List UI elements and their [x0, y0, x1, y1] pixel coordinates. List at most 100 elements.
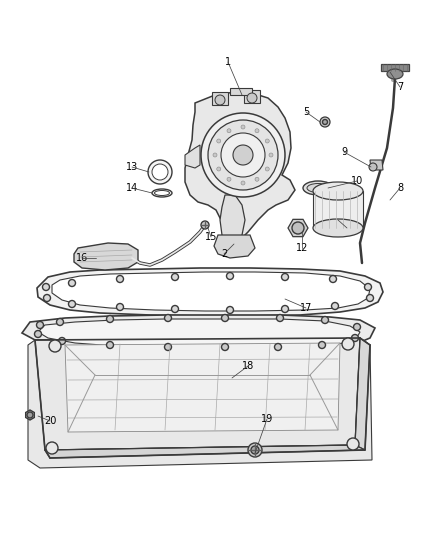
Circle shape	[208, 120, 278, 190]
Circle shape	[36, 321, 43, 328]
Circle shape	[172, 305, 179, 312]
Circle shape	[276, 314, 283, 321]
Circle shape	[68, 279, 75, 287]
Polygon shape	[355, 338, 370, 450]
Circle shape	[342, 338, 354, 350]
Circle shape	[59, 337, 66, 344]
Polygon shape	[65, 343, 340, 432]
Text: 7: 7	[397, 82, 403, 92]
Circle shape	[318, 342, 325, 349]
Circle shape	[213, 153, 217, 157]
Text: 12: 12	[296, 243, 308, 253]
Text: 15: 15	[205, 232, 217, 242]
Circle shape	[148, 160, 172, 184]
Circle shape	[364, 284, 371, 290]
Ellipse shape	[307, 183, 329, 192]
Circle shape	[172, 273, 179, 280]
Polygon shape	[26, 410, 34, 420]
Ellipse shape	[303, 181, 333, 195]
Polygon shape	[38, 319, 360, 347]
Circle shape	[226, 272, 233, 279]
Ellipse shape	[155, 190, 170, 196]
Polygon shape	[35, 338, 360, 450]
Circle shape	[201, 113, 285, 197]
Circle shape	[282, 273, 289, 280]
Polygon shape	[313, 191, 363, 228]
Circle shape	[217, 167, 221, 171]
Polygon shape	[185, 92, 295, 240]
Circle shape	[352, 335, 358, 342]
Circle shape	[282, 305, 289, 312]
Text: 17: 17	[300, 303, 312, 313]
Circle shape	[320, 117, 330, 127]
Polygon shape	[45, 445, 365, 458]
Circle shape	[57, 319, 64, 326]
Text: 13: 13	[126, 162, 138, 172]
Polygon shape	[22, 315, 375, 350]
Text: 11: 11	[341, 223, 353, 233]
Text: 10: 10	[351, 176, 363, 186]
Circle shape	[369, 163, 377, 171]
Polygon shape	[244, 90, 260, 103]
Polygon shape	[37, 268, 383, 316]
Circle shape	[233, 145, 253, 165]
Circle shape	[221, 133, 265, 177]
Circle shape	[275, 343, 282, 351]
Circle shape	[42, 284, 49, 290]
Circle shape	[292, 222, 304, 234]
Circle shape	[152, 164, 168, 180]
Circle shape	[165, 343, 172, 351]
Text: 1: 1	[225, 57, 231, 67]
Polygon shape	[185, 145, 200, 168]
Ellipse shape	[152, 189, 172, 197]
Circle shape	[27, 412, 33, 418]
Text: 5: 5	[303, 107, 309, 117]
Circle shape	[347, 438, 359, 450]
Polygon shape	[214, 235, 255, 258]
Polygon shape	[52, 272, 370, 311]
Circle shape	[227, 129, 231, 133]
Ellipse shape	[387, 69, 403, 79]
Circle shape	[165, 314, 172, 321]
Text: 9: 9	[341, 147, 347, 157]
Polygon shape	[381, 64, 409, 71]
Circle shape	[222, 314, 229, 321]
Text: 2: 2	[221, 249, 227, 259]
Circle shape	[49, 340, 61, 352]
Circle shape	[265, 167, 269, 171]
Circle shape	[106, 316, 113, 322]
Circle shape	[269, 153, 273, 157]
Polygon shape	[74, 243, 138, 270]
Circle shape	[247, 93, 257, 103]
Circle shape	[255, 129, 259, 133]
Circle shape	[68, 301, 75, 308]
Circle shape	[227, 177, 231, 181]
Circle shape	[329, 276, 336, 282]
Circle shape	[106, 342, 113, 349]
Circle shape	[321, 317, 328, 324]
Polygon shape	[230, 88, 252, 95]
Circle shape	[248, 443, 262, 457]
Circle shape	[215, 95, 225, 105]
Circle shape	[117, 303, 124, 311]
Circle shape	[241, 125, 245, 129]
Text: 16: 16	[76, 253, 88, 263]
Circle shape	[117, 276, 124, 282]
Circle shape	[35, 330, 42, 337]
Polygon shape	[288, 220, 308, 237]
Circle shape	[255, 177, 259, 181]
Text: 8: 8	[397, 183, 403, 193]
Circle shape	[217, 139, 221, 143]
Ellipse shape	[313, 219, 363, 237]
Circle shape	[241, 181, 245, 185]
Polygon shape	[212, 92, 228, 105]
Circle shape	[265, 139, 269, 143]
Circle shape	[353, 324, 360, 330]
Circle shape	[367, 295, 374, 302]
Text: 20: 20	[44, 416, 56, 426]
Text: 18: 18	[242, 361, 254, 371]
Polygon shape	[28, 338, 372, 468]
Circle shape	[222, 343, 229, 351]
Circle shape	[332, 303, 339, 310]
Circle shape	[322, 119, 328, 125]
